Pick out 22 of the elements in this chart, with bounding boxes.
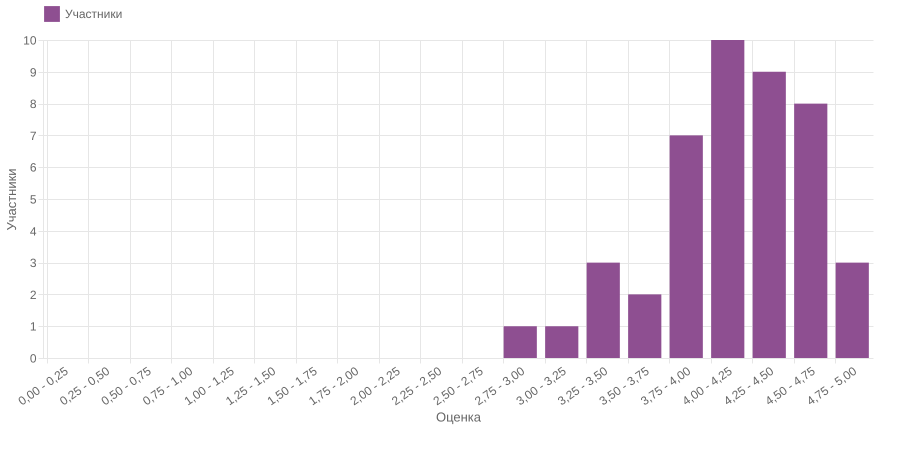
x-axis-title: Оценка (436, 409, 482, 424)
y-tick-label: 1 (30, 320, 37, 334)
y-tick-label: 9 (30, 65, 37, 80)
bar (836, 262, 869, 358)
y-tick-label: 5 (30, 192, 37, 206)
bar (670, 135, 703, 358)
y-tick-label: 8 (30, 97, 37, 112)
y-tick-label: 7 (30, 128, 37, 143)
bar (752, 72, 786, 358)
bar (794, 104, 828, 358)
y-tick-label: 4 (30, 224, 37, 238)
y-tick-label: 6 (30, 160, 37, 175)
y-tick-label: 10 (23, 34, 37, 48)
legend-label: Участники (65, 7, 122, 21)
bar (545, 326, 578, 358)
y-axis-title: Участники (4, 168, 20, 231)
y-tick-label: 3 (30, 256, 37, 270)
bar (628, 294, 662, 358)
bar (586, 262, 620, 358)
y-tick-label: 2 (30, 288, 37, 302)
bar (504, 326, 537, 358)
y-tick-label: 0 (30, 352, 37, 366)
